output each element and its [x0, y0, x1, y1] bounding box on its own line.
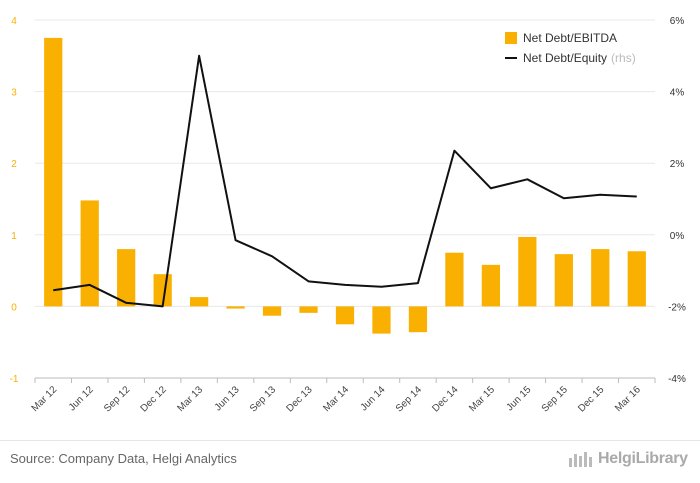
bar — [44, 37, 63, 307]
bar — [299, 306, 318, 313]
y-tick-label-right: 4% — [670, 88, 685, 99]
helgi-library-logo: HelgiLibrary — [568, 448, 688, 470]
chart-legend: Net Debt/EBITDA Net Debt/Equity (rhs) — [505, 28, 636, 68]
bar — [335, 306, 355, 325]
y-tick-label-right: 6% — [670, 16, 685, 27]
bar — [153, 274, 172, 307]
y-tick-label-left: 4 — [11, 16, 17, 27]
bar — [80, 200, 99, 307]
bar — [445, 252, 464, 307]
bar — [226, 306, 245, 309]
x-tick-label: Mar 15 — [467, 384, 497, 414]
x-tick-label: Mar 13 — [175, 384, 205, 414]
x-tick-label: Jun 15 — [504, 384, 533, 413]
series-line — [53, 54, 637, 308]
bar — [408, 306, 428, 333]
logo-text: HelgiLibrary — [598, 450, 688, 467]
legend-swatch-bar — [505, 32, 517, 44]
y-tick-label-right: -2% — [668, 302, 686, 313]
x-tick-label: Jun 12 — [67, 384, 96, 413]
legend-item-bar: Net Debt/EBITDA — [505, 28, 636, 48]
y-tick-label-left: 2 — [11, 159, 17, 170]
x-tick-label: Mar 12 — [30, 384, 60, 414]
y-tick-label-left: -1 — [10, 374, 19, 385]
bar — [372, 306, 391, 334]
x-tick-label: Dec 14 — [430, 384, 460, 414]
bar — [481, 264, 500, 307]
bar — [190, 297, 209, 307]
x-tick-label: Sep 13 — [248, 384, 278, 414]
legend-label-line: Net Debt/Equity — [523, 51, 608, 65]
y-tick-label-right: -4% — [668, 374, 686, 385]
x-tick-label: Dec 12 — [139, 384, 169, 414]
bar — [262, 306, 282, 316]
x-tick-label: Sep 15 — [540, 384, 570, 414]
y-tick-label-left: 3 — [11, 88, 17, 99]
x-tick-label: Dec 13 — [284, 384, 314, 414]
bar — [518, 236, 537, 307]
bar — [117, 249, 136, 307]
x-tick-label: Mar 16 — [613, 384, 643, 414]
library-logo-icon — [569, 452, 592, 467]
y-tick-label-left: 1 — [11, 231, 17, 242]
y-tick-label-left: 0 — [11, 302, 17, 313]
y-tick-label-right: 2% — [670, 159, 685, 170]
x-tick-label: Sep 12 — [102, 384, 132, 414]
x-tick-label: Dec 15 — [576, 384, 606, 414]
bar — [627, 251, 646, 307]
x-tick-label: Jun 14 — [359, 384, 388, 413]
bar — [591, 249, 610, 307]
source-text: Source: Company Data, Helgi Analytics — [10, 451, 237, 466]
legend-item-line: Net Debt/Equity (rhs) — [505, 48, 636, 68]
y-tick-label-right: 0% — [670, 231, 685, 242]
footer-divider — [0, 440, 700, 441]
legend-label-line-suffix: (rhs) — [611, 51, 636, 65]
legend-label-bar: Net Debt/EBITDA — [523, 31, 618, 45]
x-tick-label: Jun 13 — [213, 384, 242, 413]
x-tick-label: Mar 14 — [321, 384, 351, 414]
legend-swatch-line — [505, 57, 517, 59]
x-tick-label: Sep 14 — [394, 384, 424, 414]
bar — [554, 254, 573, 307]
